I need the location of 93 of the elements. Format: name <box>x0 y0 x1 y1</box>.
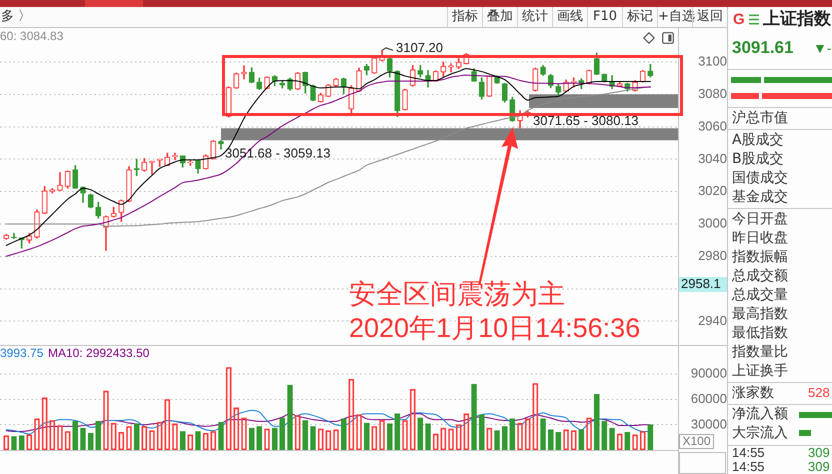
y-tick-label: 2980 <box>698 248 727 263</box>
text: 沪总市值 <box>732 110 788 126</box>
bar <box>80 428 86 450</box>
annotation: 安全区间震荡为主 <box>349 279 565 309</box>
bar <box>180 431 186 450</box>
text: A股成交 <box>732 132 784 148</box>
text: 最高指数 <box>732 306 788 323</box>
text: 上证指数 <box>763 8 831 30</box>
y-tick-label: 3040 <box>698 150 727 166</box>
text: 309 <box>808 459 830 474</box>
y-tick-label: 3100 <box>698 54 727 69</box>
text: 返回 <box>697 9 723 24</box>
annotation: MA10: 2992433.50 <box>48 346 150 360</box>
bar <box>302 420 308 450</box>
y-tick-label: 3080 <box>698 86 727 101</box>
text: 叠加 <box>482 7 517 27</box>
bar <box>18 435 24 450</box>
bar <box>364 422 370 450</box>
text: 国债成交 <box>732 170 788 186</box>
bar <box>280 418 286 450</box>
bar <box>134 424 140 450</box>
bar <box>609 428 615 450</box>
bar <box>195 431 201 450</box>
text: ▼- <box>813 40 832 56</box>
candlestick <box>11 232 17 239</box>
text: 多 〉 <box>1 9 32 25</box>
bar <box>540 418 546 450</box>
annotation: 3107.20 <box>396 40 444 55</box>
text: 2958.1 <box>681 276 721 292</box>
text: 309 <box>808 445 830 461</box>
bar <box>425 424 431 450</box>
text: 14:55 <box>732 459 765 474</box>
bar <box>471 384 477 450</box>
text: 基金成交 <box>732 188 788 206</box>
y-tick-label: 90000 <box>690 366 727 381</box>
text: 上证换手 <box>732 362 788 380</box>
bar <box>88 432 94 450</box>
text: F10 <box>587 7 622 27</box>
bar <box>248 428 254 450</box>
text: 大宗流入 <box>732 424 788 442</box>
bar <box>494 430 500 450</box>
band-label: 3071.65 - 3080.13 <box>533 113 639 128</box>
y-tick-label: 3060 <box>698 118 727 134</box>
bar <box>478 414 485 450</box>
annotation: 60: 3084.83 <box>0 29 64 43</box>
bar <box>624 432 630 450</box>
text: 画线 <box>552 7 587 27</box>
text: 标记 <box>622 7 657 27</box>
bar <box>272 428 278 450</box>
text: 昨日收盘 <box>732 230 788 247</box>
bar <box>602 421 608 450</box>
annotation: 3993.75 <box>0 346 44 360</box>
text: 涨家数 <box>732 384 774 402</box>
text: 指数量比 <box>732 344 788 361</box>
bar <box>72 421 78 450</box>
text: 统计 <box>517 7 552 27</box>
y-tick-label: 30000 <box>690 416 727 432</box>
y-tick-label: 3020 <box>698 183 727 198</box>
bar <box>502 426 508 450</box>
text: 最低指数 <box>732 325 788 342</box>
bar <box>287 384 293 450</box>
text: 指数振幅 <box>732 249 788 266</box>
text: 3091.61 <box>732 38 794 58</box>
bar <box>310 426 316 450</box>
text: 总成交量 <box>732 287 788 304</box>
bar <box>340 418 347 450</box>
text: 528 <box>808 385 830 401</box>
bar <box>556 432 562 450</box>
bar <box>594 394 600 450</box>
y-tick-label: 3000 <box>698 216 727 231</box>
bar <box>386 424 393 450</box>
annotation: 2020年1月10日14:56:36 <box>349 313 640 343</box>
text: 净流入额 <box>732 406 788 422</box>
y-tick-label: 60000 <box>690 391 727 406</box>
text: 14:55 <box>732 445 765 461</box>
text: B股成交 <box>732 150 784 168</box>
text: G <box>733 11 745 29</box>
bar <box>394 413 400 450</box>
bar <box>548 429 554 450</box>
bar <box>510 418 516 450</box>
text: 总成交额 <box>732 268 788 285</box>
bar <box>418 418 424 450</box>
text: 指标 <box>447 7 482 27</box>
y-axis-title: X100 <box>682 434 711 448</box>
bar <box>648 424 654 450</box>
bar <box>218 422 224 450</box>
bar <box>95 421 102 450</box>
bar <box>11 436 17 450</box>
text: 今日开盘 <box>732 211 788 228</box>
bar <box>578 429 584 450</box>
y-tick-label: 2940 <box>698 312 727 328</box>
bar <box>256 426 262 450</box>
candlestick <box>241 65 247 80</box>
